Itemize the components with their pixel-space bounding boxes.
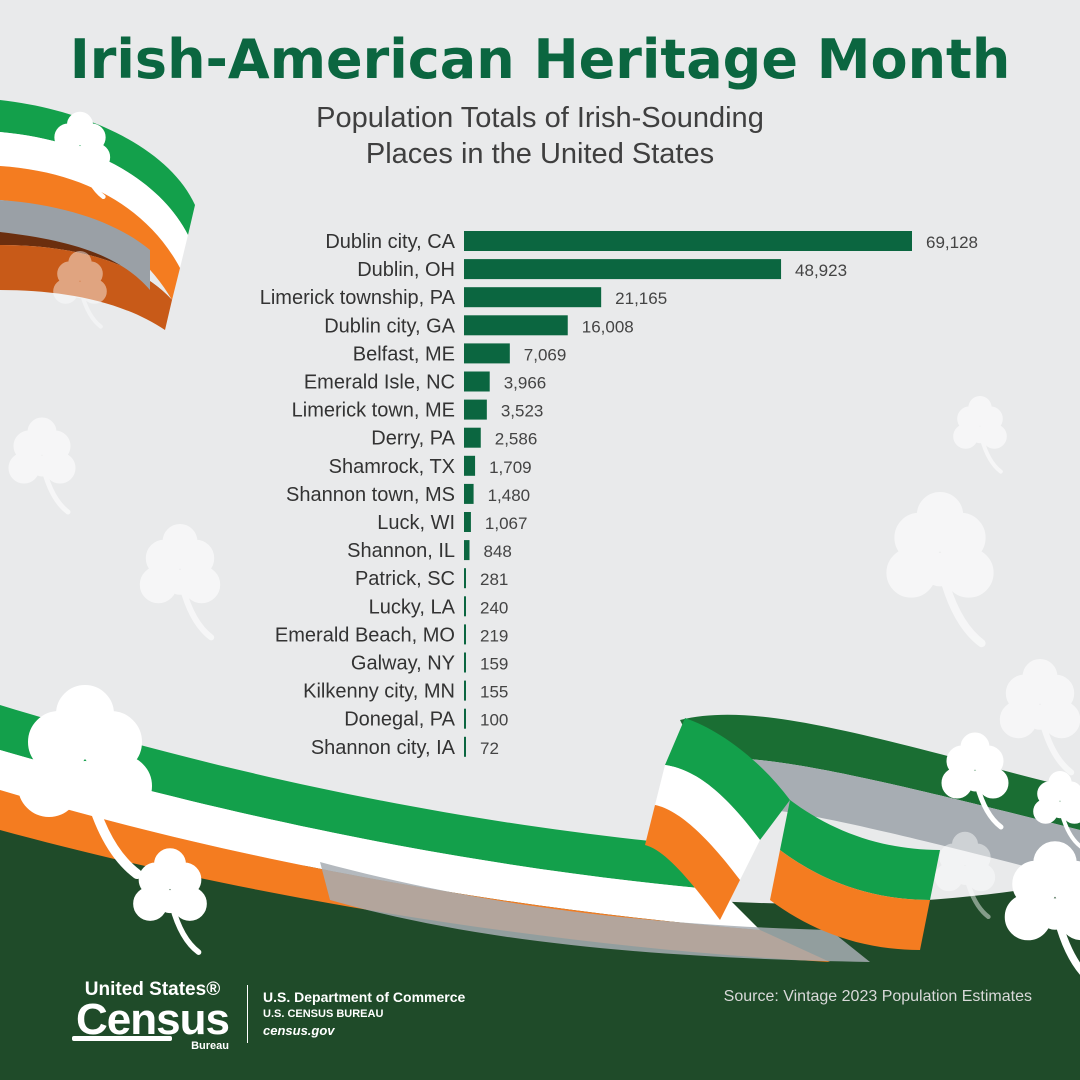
category-label: Lucky, LA (369, 596, 456, 618)
value-label: 100 (480, 711, 508, 730)
bar (464, 540, 470, 561)
page-subtitle: Population Totals of Irish-Sounding Plac… (240, 100, 840, 172)
category-label: Shamrock, TX (329, 456, 455, 478)
value-label: 69,128 (926, 233, 978, 252)
bar (464, 259, 782, 280)
bar (464, 624, 466, 645)
agency-block: U.S. Department of Commerce U.S. CENSUS … (263, 988, 465, 1040)
value-label: 848 (483, 542, 511, 561)
bar (464, 427, 481, 448)
value-label: 16,008 (582, 317, 634, 336)
bar (464, 371, 490, 392)
agency-department: U.S. Department of Commerce (263, 989, 466, 1005)
logo-wordmark: Census (76, 995, 230, 1044)
logo-top-text: United States® (84, 979, 221, 1000)
bar (464, 343, 510, 364)
value-label: 21,165 (615, 289, 667, 308)
value-label: 7,069 (524, 345, 567, 364)
bar (464, 512, 471, 532)
value-label: 281 (480, 570, 508, 589)
category-label: Belfast, ME (353, 343, 455, 365)
value-label: 2,586 (495, 430, 538, 449)
value-label: 155 (480, 683, 508, 702)
ribbon-bottom (0, 705, 870, 962)
census-logo: United States® Census Bureau (70, 979, 235, 1052)
category-label: Shannon city, IA (311, 737, 456, 759)
bar (464, 652, 466, 673)
value-label: 219 (480, 626, 508, 645)
category-label: Dublin city, CA (325, 231, 455, 253)
category-label: Kilkenny city, MN (303, 681, 455, 703)
bar (464, 315, 568, 336)
category-label: Emerald Isle, NC (304, 372, 455, 394)
value-label: 3,523 (501, 402, 544, 421)
category-label: Derry, PA (371, 428, 455, 450)
category-label: Emerald Beach, MO (275, 624, 455, 646)
category-label: Limerick town, ME (292, 400, 455, 422)
category-label: Patrick, SC (355, 568, 455, 590)
bar (464, 399, 487, 420)
value-label: 159 (480, 655, 508, 674)
subtitle-line-2: Places in the United States (365, 138, 715, 170)
value-label: 1,480 (488, 486, 531, 505)
value-label: 240 (480, 598, 508, 617)
category-label: Luck, WI (377, 512, 455, 534)
bar (464, 596, 466, 617)
category-label: Donegal, PA (344, 709, 455, 731)
page-title: Irish-American Heritage Month (69, 28, 1011, 91)
category-label: Galway, NY (351, 653, 455, 675)
footer-divider (247, 985, 248, 1043)
category-label: Dublin city, GA (324, 315, 455, 337)
bar (464, 455, 476, 476)
source-note: Source: Vintage 2023 Population Estimate… (723, 988, 1032, 1005)
value-label: 72 (480, 739, 499, 758)
value-label: 3,966 (504, 374, 547, 393)
category-label: Limerick township, PA (260, 287, 456, 309)
bar (464, 483, 474, 504)
value-label: 1,709 (489, 458, 532, 477)
category-label: Dublin, OH (357, 259, 455, 281)
logo-underline (72, 1036, 172, 1041)
bar (464, 568, 466, 589)
bar (464, 708, 466, 729)
bar (464, 680, 466, 701)
agency-website-link[interactable]: census.gov (263, 1023, 335, 1038)
category-label: Shannon, IL (347, 540, 455, 562)
subtitle-line-1: Population Totals of Irish-Sounding (316, 102, 764, 134)
value-label: 48,923 (795, 261, 847, 280)
bar (464, 287, 602, 308)
category-label: Shannon town, MS (286, 484, 455, 506)
bar (464, 231, 912, 251)
logo-bureau-text: Bureau (191, 1040, 229, 1052)
bar (464, 736, 466, 757)
value-label: 1,067 (485, 514, 528, 533)
agency-bureau: U.S. CENSUS BUREAU (263, 1008, 384, 1020)
